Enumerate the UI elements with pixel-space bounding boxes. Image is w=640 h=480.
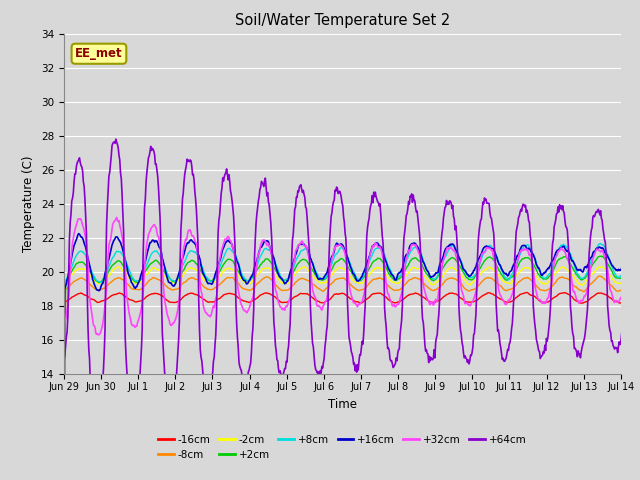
Legend: -16cm, -8cm, -2cm, +2cm, +8cm, +16cm, +32cm, +64cm: -16cm, -8cm, -2cm, +2cm, +8cm, +16cm, +3… [154,431,531,464]
X-axis label: Time: Time [328,397,357,410]
Y-axis label: Temperature (C): Temperature (C) [22,156,35,252]
Text: EE_met: EE_met [75,47,123,60]
Title: Soil/Water Temperature Set 2: Soil/Water Temperature Set 2 [235,13,450,28]
